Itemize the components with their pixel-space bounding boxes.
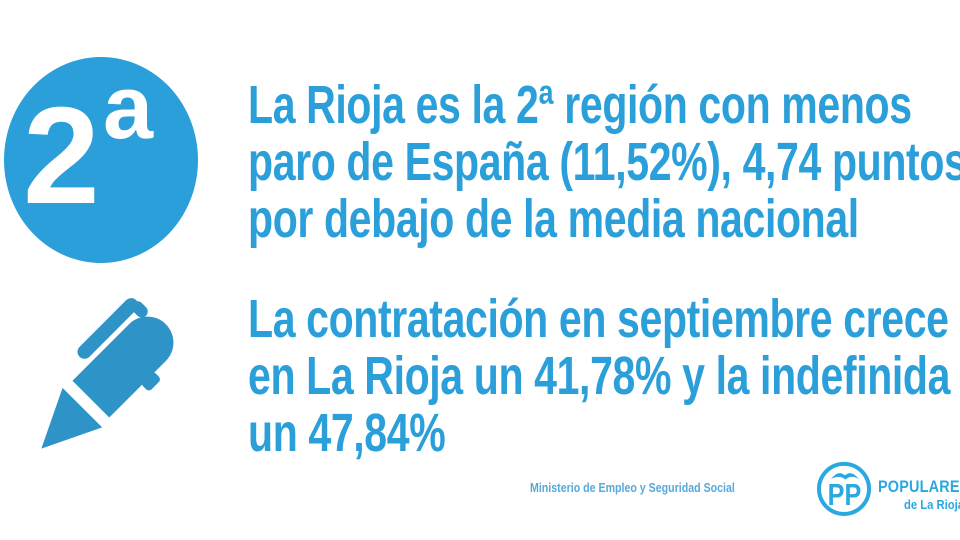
party-region: de La Rioja bbox=[904, 498, 960, 512]
headline-paro-line-2: paro de España (11,52%), 4,74 puntos bbox=[248, 132, 960, 192]
ministry-credit: Ministerio de Empleo y Seguridad Social bbox=[530, 481, 735, 495]
headline-contratacion-line-2: en La Rioja un 41,78% y la indefinida bbox=[248, 346, 951, 406]
headline-paro-line-3: por debajo de la media nacional bbox=[248, 189, 859, 249]
rank-number: 2 bbox=[23, 79, 100, 233]
pp-logo-emblem: PP bbox=[816, 461, 872, 516]
headline-paro: La Rioja es la 2ª región con menos paro … bbox=[248, 77, 960, 248]
rank-badge-circle: 2 a bbox=[4, 57, 198, 263]
headline-contratacion-line-1: La contratación en septiembre crece bbox=[248, 289, 949, 349]
party-name: POPULARES bbox=[878, 477, 960, 496]
headline-contratacion: La contratación en septiembre crece en L… bbox=[248, 291, 960, 462]
pp-logo-ring bbox=[816, 461, 872, 516]
seagull-icon bbox=[830, 473, 859, 480]
headline-contratacion-line-3: un 47,84% bbox=[248, 403, 446, 463]
pp-logo-monogram: PP bbox=[828, 477, 862, 512]
rank-ordinal: a bbox=[103, 58, 154, 158]
pen-icon bbox=[41, 298, 174, 449]
headline-paro-line-1: La Rioja es la 2ª región con menos bbox=[248, 75, 912, 135]
